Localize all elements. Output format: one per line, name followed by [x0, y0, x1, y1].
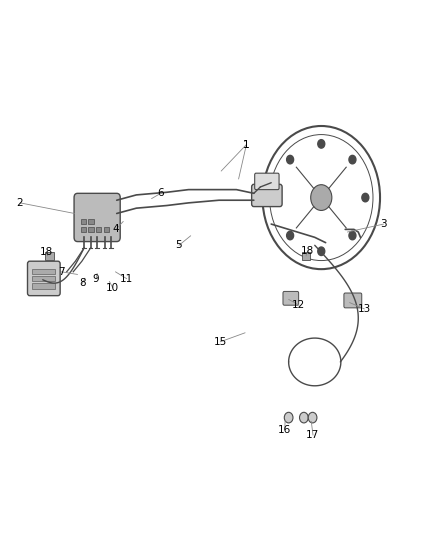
- Text: 4: 4: [113, 224, 119, 235]
- Text: 10: 10: [106, 282, 119, 293]
- Bar: [81, 219, 86, 224]
- FancyBboxPatch shape: [252, 184, 282, 207]
- Text: 6: 6: [157, 188, 164, 198]
- Circle shape: [286, 155, 293, 164]
- Text: 3: 3: [380, 219, 387, 229]
- Circle shape: [308, 413, 317, 423]
- Circle shape: [318, 140, 325, 148]
- Text: 15: 15: [213, 337, 226, 347]
- Circle shape: [318, 247, 325, 255]
- Bar: [104, 227, 110, 232]
- Bar: [45, 252, 53, 260]
- Bar: [302, 252, 311, 260]
- Bar: [88, 227, 94, 232]
- Text: 7: 7: [58, 267, 64, 277]
- Text: 5: 5: [176, 240, 182, 251]
- Bar: [32, 269, 55, 274]
- Circle shape: [284, 413, 293, 423]
- Bar: [32, 284, 55, 289]
- Circle shape: [311, 185, 332, 211]
- Bar: [81, 227, 86, 232]
- Circle shape: [362, 193, 369, 202]
- Text: 1: 1: [243, 140, 250, 150]
- Text: 2: 2: [17, 198, 23, 208]
- Bar: [32, 276, 55, 281]
- Circle shape: [300, 413, 308, 423]
- Text: 16: 16: [278, 425, 291, 435]
- Text: 8: 8: [79, 278, 85, 288]
- Text: 18: 18: [301, 246, 314, 256]
- Text: 17: 17: [306, 430, 319, 440]
- Text: 9: 9: [93, 273, 99, 284]
- Circle shape: [349, 155, 356, 164]
- Circle shape: [349, 231, 356, 240]
- Text: 1: 1: [243, 140, 250, 150]
- Circle shape: [274, 193, 281, 202]
- FancyBboxPatch shape: [254, 173, 279, 190]
- Text: 13: 13: [357, 304, 371, 314]
- Bar: [88, 219, 94, 224]
- FancyBboxPatch shape: [28, 261, 60, 296]
- Bar: [96, 227, 102, 232]
- FancyBboxPatch shape: [74, 193, 120, 241]
- Text: 11: 11: [120, 273, 133, 284]
- Circle shape: [286, 231, 293, 240]
- FancyBboxPatch shape: [344, 293, 362, 308]
- FancyBboxPatch shape: [283, 292, 299, 305]
- Text: 18: 18: [40, 247, 53, 257]
- Text: 12: 12: [292, 300, 305, 310]
